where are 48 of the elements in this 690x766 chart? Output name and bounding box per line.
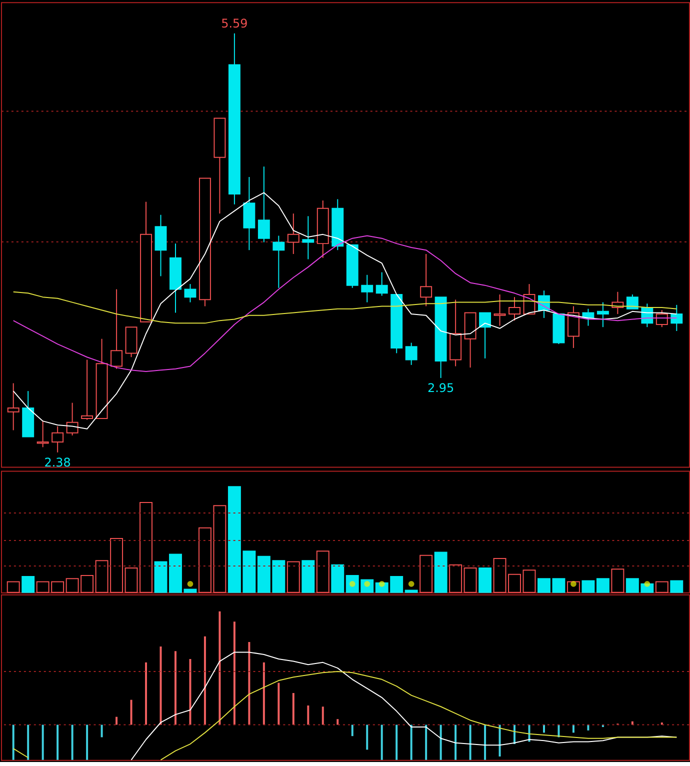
candlestick — [52, 426, 64, 453]
candlestick — [626, 294, 638, 310]
bar — [655, 581, 668, 593]
candlestick — [670, 304, 683, 332]
candlestick — [36, 420, 49, 448]
bar — [286, 561, 300, 593]
candlestick — [272, 235, 285, 288]
candlestick — [405, 342, 418, 366]
annotation: 2.38 — [44, 455, 71, 470]
candlestick — [376, 272, 388, 296]
bar — [582, 580, 595, 593]
candlestick — [596, 302, 609, 328]
bar — [434, 552, 448, 593]
candlestick — [479, 312, 492, 359]
candlestick — [361, 274, 374, 303]
bar — [508, 574, 521, 593]
candlestick — [656, 310, 668, 328]
bar — [331, 564, 344, 593]
candlestick — [184, 284, 196, 303]
bar — [6, 581, 20, 593]
candlestick — [154, 214, 167, 277]
bar — [420, 554, 433, 593]
bar — [464, 568, 477, 593]
candlestick — [81, 359, 94, 420]
candlestick — [258, 166, 270, 243]
bar — [404, 590, 418, 593]
bar — [449, 564, 462, 593]
bar — [302, 560, 315, 593]
candlestick — [110, 288, 123, 370]
bar — [596, 578, 610, 593]
candlestick — [66, 402, 78, 436]
bar — [478, 568, 492, 593]
bar — [670, 580, 684, 593]
bar — [493, 558, 506, 593]
candlestick — [508, 296, 520, 322]
annotation: 2.95 — [427, 380, 454, 395]
bar — [316, 550, 330, 593]
candlestick — [7, 382, 20, 431]
annotation: 5.59 — [221, 16, 248, 30]
bar — [522, 570, 536, 593]
candlestick — [567, 306, 580, 348]
bar — [22, 576, 35, 593]
candlestick — [287, 213, 300, 255]
candlestick — [494, 294, 506, 326]
candlestick — [420, 254, 432, 307]
bar — [154, 561, 168, 593]
candlestick — [302, 216, 314, 260]
bar — [611, 568, 624, 593]
